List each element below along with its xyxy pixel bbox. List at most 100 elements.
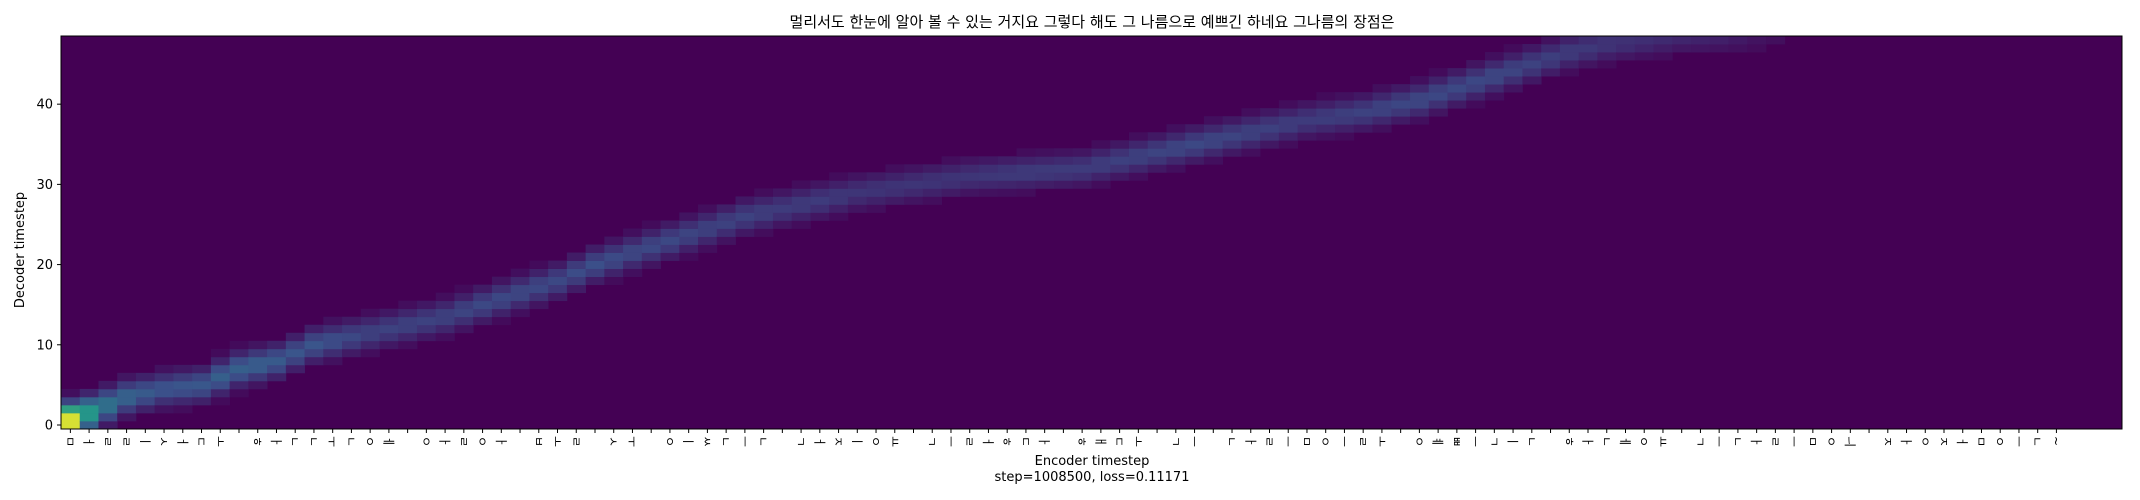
heatmap-cell bbox=[192, 364, 212, 374]
heatmap-cell bbox=[1203, 148, 1224, 157]
heatmap-cell bbox=[1372, 84, 1392, 93]
heatmap-cell bbox=[229, 380, 249, 390]
heatmap-cell bbox=[416, 300, 437, 310]
heatmap-cell bbox=[210, 348, 231, 358]
heatmap-cell bbox=[772, 196, 793, 205]
heatmap-cell bbox=[416, 308, 437, 318]
heatmap-cell bbox=[98, 420, 118, 430]
heatmap-cell bbox=[679, 252, 699, 261]
heatmap-cell bbox=[679, 236, 699, 245]
heatmap-cell bbox=[641, 220, 661, 229]
x-tick-label: ㅔ bbox=[381, 436, 395, 447]
heatmap-cell bbox=[979, 180, 999, 189]
heatmap-cell bbox=[210, 380, 231, 390]
heatmap-cell bbox=[716, 220, 736, 229]
heatmap-cell bbox=[267, 372, 287, 382]
heatmap-cell bbox=[1391, 92, 1411, 101]
heatmap-cell bbox=[585, 268, 605, 278]
heatmap-cell bbox=[98, 396, 118, 406]
heatmap-cell bbox=[1297, 100, 1317, 109]
heatmap-cell bbox=[847, 180, 868, 189]
heatmap-cell bbox=[173, 404, 193, 414]
heatmap-cell bbox=[491, 276, 512, 286]
heatmap-cell bbox=[1372, 116, 1392, 125]
heatmap-cell bbox=[1410, 76, 1430, 85]
heatmap-cell bbox=[1466, 68, 1486, 77]
x-tick-label: ㅛ bbox=[1655, 436, 1669, 447]
x-tick-label: ㅡ bbox=[1712, 436, 1726, 447]
heatmap-cell bbox=[1353, 116, 1373, 125]
heatmap-cell bbox=[98, 380, 118, 390]
heatmap-cell bbox=[117, 388, 137, 398]
heatmap-cell bbox=[1709, 36, 1729, 45]
heatmap-cell bbox=[1541, 52, 1561, 61]
heatmap-cell bbox=[510, 308, 530, 318]
heatmap-cell bbox=[435, 324, 455, 334]
step-loss-caption: step=1008500, loss=0.11171 bbox=[995, 470, 1190, 485]
heatmap-cell bbox=[491, 284, 512, 294]
heatmap-cell bbox=[529, 268, 549, 278]
heatmap-cell bbox=[1335, 132, 1355, 141]
x-tick-label: ㅣ bbox=[1506, 436, 1520, 447]
heatmap-cell bbox=[810, 180, 830, 189]
heatmap-cell bbox=[716, 204, 736, 213]
heatmap-cell bbox=[941, 180, 961, 189]
heatmap-cell bbox=[1428, 68, 1448, 77]
heatmap-cell bbox=[379, 332, 399, 342]
heatmap-cell bbox=[904, 164, 924, 173]
heatmap-cell bbox=[510, 292, 530, 302]
heatmap-cell bbox=[1222, 148, 1242, 157]
x-axis-label: Encoder timestep bbox=[1035, 454, 1150, 469]
heatmap-cell bbox=[248, 340, 268, 350]
heatmap-cell bbox=[1091, 164, 1111, 173]
heatmap-cell bbox=[604, 276, 624, 286]
x-tick-label: ㅁ bbox=[63, 436, 77, 447]
heatmap-cell bbox=[1297, 108, 1317, 117]
heatmap-cell bbox=[866, 188, 886, 197]
heatmap-cell bbox=[1353, 100, 1373, 109]
x-tick-label: ㄱ bbox=[794, 436, 808, 447]
heatmap-cell bbox=[173, 364, 193, 374]
heatmap-cell bbox=[735, 212, 755, 221]
heatmap-cell bbox=[1147, 164, 1167, 173]
heatmap-cell bbox=[810, 212, 830, 221]
heatmap-cell bbox=[135, 388, 156, 398]
heatmap-cell bbox=[660, 228, 680, 237]
x-tick-label: ㄷ bbox=[1018, 436, 1032, 447]
heatmap-cell bbox=[904, 188, 924, 197]
x-tick-label: ㅎ bbox=[1075, 436, 1089, 447]
heatmap-cell bbox=[1372, 100, 1392, 109]
heatmap-cell bbox=[510, 268, 530, 278]
heatmap-cell bbox=[829, 180, 849, 189]
x-tick-label: ㅏ bbox=[494, 436, 508, 447]
x-tick-label: ㅅ bbox=[157, 436, 171, 447]
heatmap-cell bbox=[1597, 52, 1617, 61]
x-tick-label: ~ bbox=[2049, 436, 2063, 446]
heatmap-cell bbox=[229, 364, 249, 374]
heatmap-cell bbox=[398, 300, 418, 310]
heatmap-cell bbox=[1110, 156, 1130, 165]
heatmap-cell bbox=[791, 220, 811, 229]
heatmap-cell bbox=[1728, 36, 1748, 45]
x-tick-label: ㅗ bbox=[213, 436, 227, 447]
heatmap-cell bbox=[1410, 100, 1430, 109]
heatmap-cell bbox=[342, 332, 362, 342]
heatmap-cell bbox=[1484, 92, 1505, 101]
heatmap-cell bbox=[1541, 44, 1561, 53]
heatmap-cell bbox=[454, 300, 474, 310]
heatmap-cell bbox=[585, 244, 605, 253]
heatmap-cell bbox=[1241, 132, 1261, 141]
heatmap-cell bbox=[754, 196, 774, 205]
x-tick-label: ㄹ bbox=[1262, 436, 1276, 447]
x-tick-label: ㄴ bbox=[1524, 436, 1538, 447]
heatmap-cell bbox=[1578, 60, 1598, 69]
heatmap-cell bbox=[248, 380, 268, 390]
heatmap-cell bbox=[154, 404, 174, 414]
x-tick-label: ㅅ bbox=[606, 436, 620, 447]
x-tick-label: ㅏ bbox=[1899, 436, 1913, 447]
heatmap-cell bbox=[960, 156, 980, 165]
heatmap-cell bbox=[435, 292, 455, 302]
heatmap-cell bbox=[1428, 76, 1448, 85]
heatmap-background bbox=[61, 36, 2122, 429]
heatmap-cell bbox=[360, 332, 380, 342]
